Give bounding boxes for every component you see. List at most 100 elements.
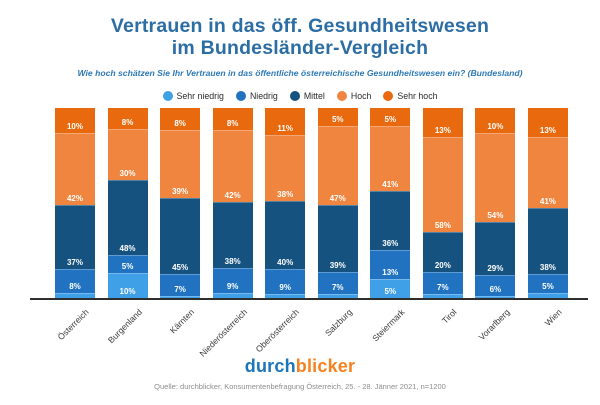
bar-wien: 13% 41% 38% 5% (527, 108, 568, 298)
legend-label: Niedrig (249, 91, 278, 101)
bar-segment-label: 39% (329, 261, 346, 271)
bar-segment-mittel: 20% (422, 231, 463, 273)
bar-segment-label: 42% (66, 193, 83, 203)
source-text: Quelle: durchblicker, Konsumentenbefragu… (154, 382, 446, 391)
bar-segment-label: 5% (384, 114, 397, 124)
bar-steiermark: 5% 41% 36% 13% 5% (370, 108, 411, 298)
page-title-line1: Vertrauen in das öff. Gesundheitswesen (110, 15, 490, 37)
bar-segment-label: 54% (487, 210, 504, 220)
bar-sterreich: 10% 42% 37% 8% (55, 108, 95, 299)
bar-burgenland: 8% 30% 48% 5% 10% (107, 108, 148, 298)
bar-segment-label: 5% (121, 262, 134, 272)
bar-niedersterreich: 8% 42% 38% 9% (212, 108, 253, 298)
bar-segment-hoch: 58% (422, 137, 463, 232)
bar-segment-sehr-niedrig: 10% (107, 273, 148, 298)
bar-segment-hoch: 38% (265, 134, 306, 201)
bar-segment-niedrig: 5% (107, 254, 148, 274)
bar-segment-sehr-hoch: 8% (107, 108, 148, 130)
bar-segment-mittel: 45% (160, 197, 201, 274)
bar-segment-mittel: 40% (265, 200, 306, 270)
bar-segment-niedrig: 5% (527, 273, 568, 293)
bar-segment-label: 9% (279, 283, 291, 293)
legend-item-2: Mittel (289, 91, 325, 101)
bar-segment-niedrig: 7% (160, 273, 201, 296)
legend-dot-icon (336, 91, 347, 101)
bar-segment-mittel: 39% (317, 204, 358, 273)
bar-segment-label: 13% (434, 126, 451, 136)
legend-label: Mittel (303, 91, 325, 101)
bar-segment-niedrig: 6% (475, 275, 516, 296)
legend-item-0: Sehr niedrig (162, 91, 224, 101)
legend-dot-icon (383, 91, 394, 101)
x-labels-row: Österreich Burgenland Kärnten Niederösterre… (30, 300, 588, 359)
x-axis-label: Steiermark (369, 307, 407, 344)
bar-segment-sehr-niedrig: 5% (370, 279, 411, 298)
bar-obersterreich: 11% 38% 40% 9% (265, 108, 306, 298)
bar-segment-label: 38% (277, 189, 294, 199)
bar-segment-niedrig: 9% (212, 267, 253, 293)
bar-segment-label: 6% (489, 284, 502, 294)
legend-dot-icon (235, 91, 246, 101)
bar-segment-niedrig: 13% (370, 250, 411, 280)
bar-segment-mittel: 36% (370, 191, 411, 251)
bar-segment-label: 5% (331, 115, 344, 125)
bar-segment-hoch: 41% (527, 137, 568, 208)
bar-segment-label: 7% (174, 284, 186, 294)
bar-segment-mittel: 38% (212, 202, 253, 268)
bar-segment-label: 5% (542, 281, 554, 291)
bar-segment-sehr-niedrig (212, 292, 253, 298)
bar-segment-label: 7% (331, 283, 344, 293)
bar-segment-sehr-niedrig (422, 294, 463, 298)
bar-segment-label: 8% (69, 281, 81, 291)
bar-segment-label: 11% (277, 123, 293, 133)
bar-segment-hoch: 41% (370, 125, 411, 192)
legend-label: Hoch (350, 91, 372, 101)
bar-segment-label: 45% (172, 262, 189, 272)
logo-part-durch: durch (244, 356, 296, 376)
bar-segment-sehr-niedrig (160, 295, 201, 298)
bar-segment-label: 13% (539, 126, 556, 136)
bar-segment-label: 41% (539, 196, 556, 206)
bar-segment-label: 48% (119, 243, 136, 253)
bar-segment-sehr-niedrig (317, 294, 358, 298)
x-axis-cell: Steiermark (370, 300, 410, 355)
footer: durchblicker Quelle: durchblicker, Konsu… (0, 356, 600, 391)
x-axis-label: Burgenland (105, 307, 144, 346)
bar-segment-hoch: 42% (55, 133, 95, 205)
bar-segment-sehr-niedrig (475, 295, 516, 299)
bar-segment-sehr-hoch: 13% (422, 108, 463, 138)
legend-label: Sehr niedrig (176, 91, 224, 101)
bar-segment-label: 8% (174, 119, 186, 129)
bar-segment-label: 42% (224, 191, 241, 200)
bar-segment-hoch: 47% (317, 126, 358, 205)
legend-item-3: Hoch (336, 91, 372, 101)
bar-segment-mittel: 29% (475, 221, 516, 276)
bar-segment-label: 10% (66, 122, 83, 132)
bar-segment-sehr-hoch: 13% (527, 108, 568, 138)
bar-segment-sehr-niedrig (527, 292, 568, 298)
bar-segment-hoch: 30% (107, 129, 148, 181)
bar-segment-label: 8% (226, 119, 239, 129)
stacked-bar-chart: 10% 42% 37% 8% 8% 30% 48% 5% 10% 8% 39% 45% 7% 8% 42% 3… (30, 108, 588, 359)
logo-part-blicker: blicker (295, 356, 356, 376)
page-title-line2: im Bundesländer-Vergleich (171, 37, 429, 59)
bar-segment-label: 29% (487, 264, 504, 274)
legend-dot-icon (162, 91, 173, 101)
bar-segment-sehr-hoch: 5% (317, 108, 358, 127)
bar-segment-label: 7% (437, 283, 449, 293)
bar-segment-label: 10% (487, 122, 504, 132)
bar-segment-sehr-hoch: 8% (160, 108, 201, 131)
x-axis-label: Österreich (55, 307, 92, 343)
bar-segment-mittel: 37% (55, 204, 95, 270)
bar-segment-hoch: 42% (212, 130, 253, 202)
x-axis-label: Kärnten (167, 307, 197, 336)
bar-segment-label: 40% (277, 258, 294, 268)
bar-segment-mittel: 48% (107, 180, 148, 255)
bar-segment-sehr-hoch: 11% (265, 108, 306, 135)
bar-segment-niedrig: 7% (422, 272, 463, 295)
bar-segment-sehr-hoch: 10% (475, 108, 516, 134)
x-axis-label: Oberösterreich (253, 307, 302, 355)
bar-segment-label: 58% (434, 220, 451, 230)
chart-subtitle: Wie hoch schätzen Sie Ihr Vertrauen in d… (77, 68, 523, 78)
